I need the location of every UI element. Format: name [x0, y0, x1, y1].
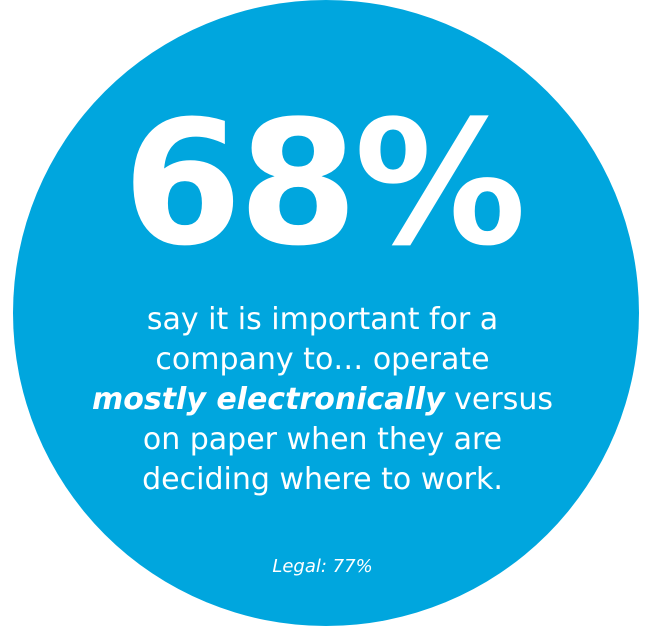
- stat-circle: [13, 0, 639, 626]
- statement-emphasis: mostly electronically: [91, 382, 445, 417]
- statement-text: say it is important for a company to… op…: [0, 300, 645, 500]
- footnote-legal: Legal: 77%: [272, 556, 373, 577]
- statement-line-1: say it is important for a: [146, 302, 499, 337]
- stat-value: 68%: [122, 83, 527, 284]
- statement-line-5: deciding where to work.: [142, 462, 503, 497]
- statement-line-2: company to… operate: [155, 342, 490, 377]
- statement-line-3-rest: versus: [444, 382, 553, 417]
- statement-line-4: on paper when they are: [142, 422, 503, 457]
- statement-line-3: mostly electronically versus: [0, 380, 645, 420]
